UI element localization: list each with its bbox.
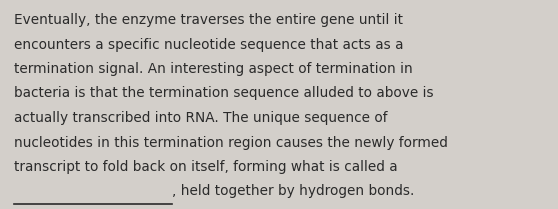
Text: encounters a specific nucleotide sequence that acts as a: encounters a specific nucleotide sequenc…	[14, 37, 403, 51]
Text: bacteria is that the termination sequence alluded to above is: bacteria is that the termination sequenc…	[14, 87, 434, 101]
Text: termination signal. An interesting aspect of termination in: termination signal. An interesting aspec…	[14, 62, 413, 76]
Text: actually transcribed into RNA. The unique sequence of: actually transcribed into RNA. The uniqu…	[14, 111, 387, 125]
Text: nucleotides in this termination region causes the newly formed: nucleotides in this termination region c…	[14, 135, 448, 149]
Text: transcript to fold back on itself, forming what is called a: transcript to fold back on itself, formi…	[14, 160, 398, 174]
Text: Eventually, the enzyme traverses the entire gene until it: Eventually, the enzyme traverses the ent…	[14, 13, 403, 27]
Text: , held together by hydrogen bonds.: , held together by hydrogen bonds.	[172, 185, 415, 199]
